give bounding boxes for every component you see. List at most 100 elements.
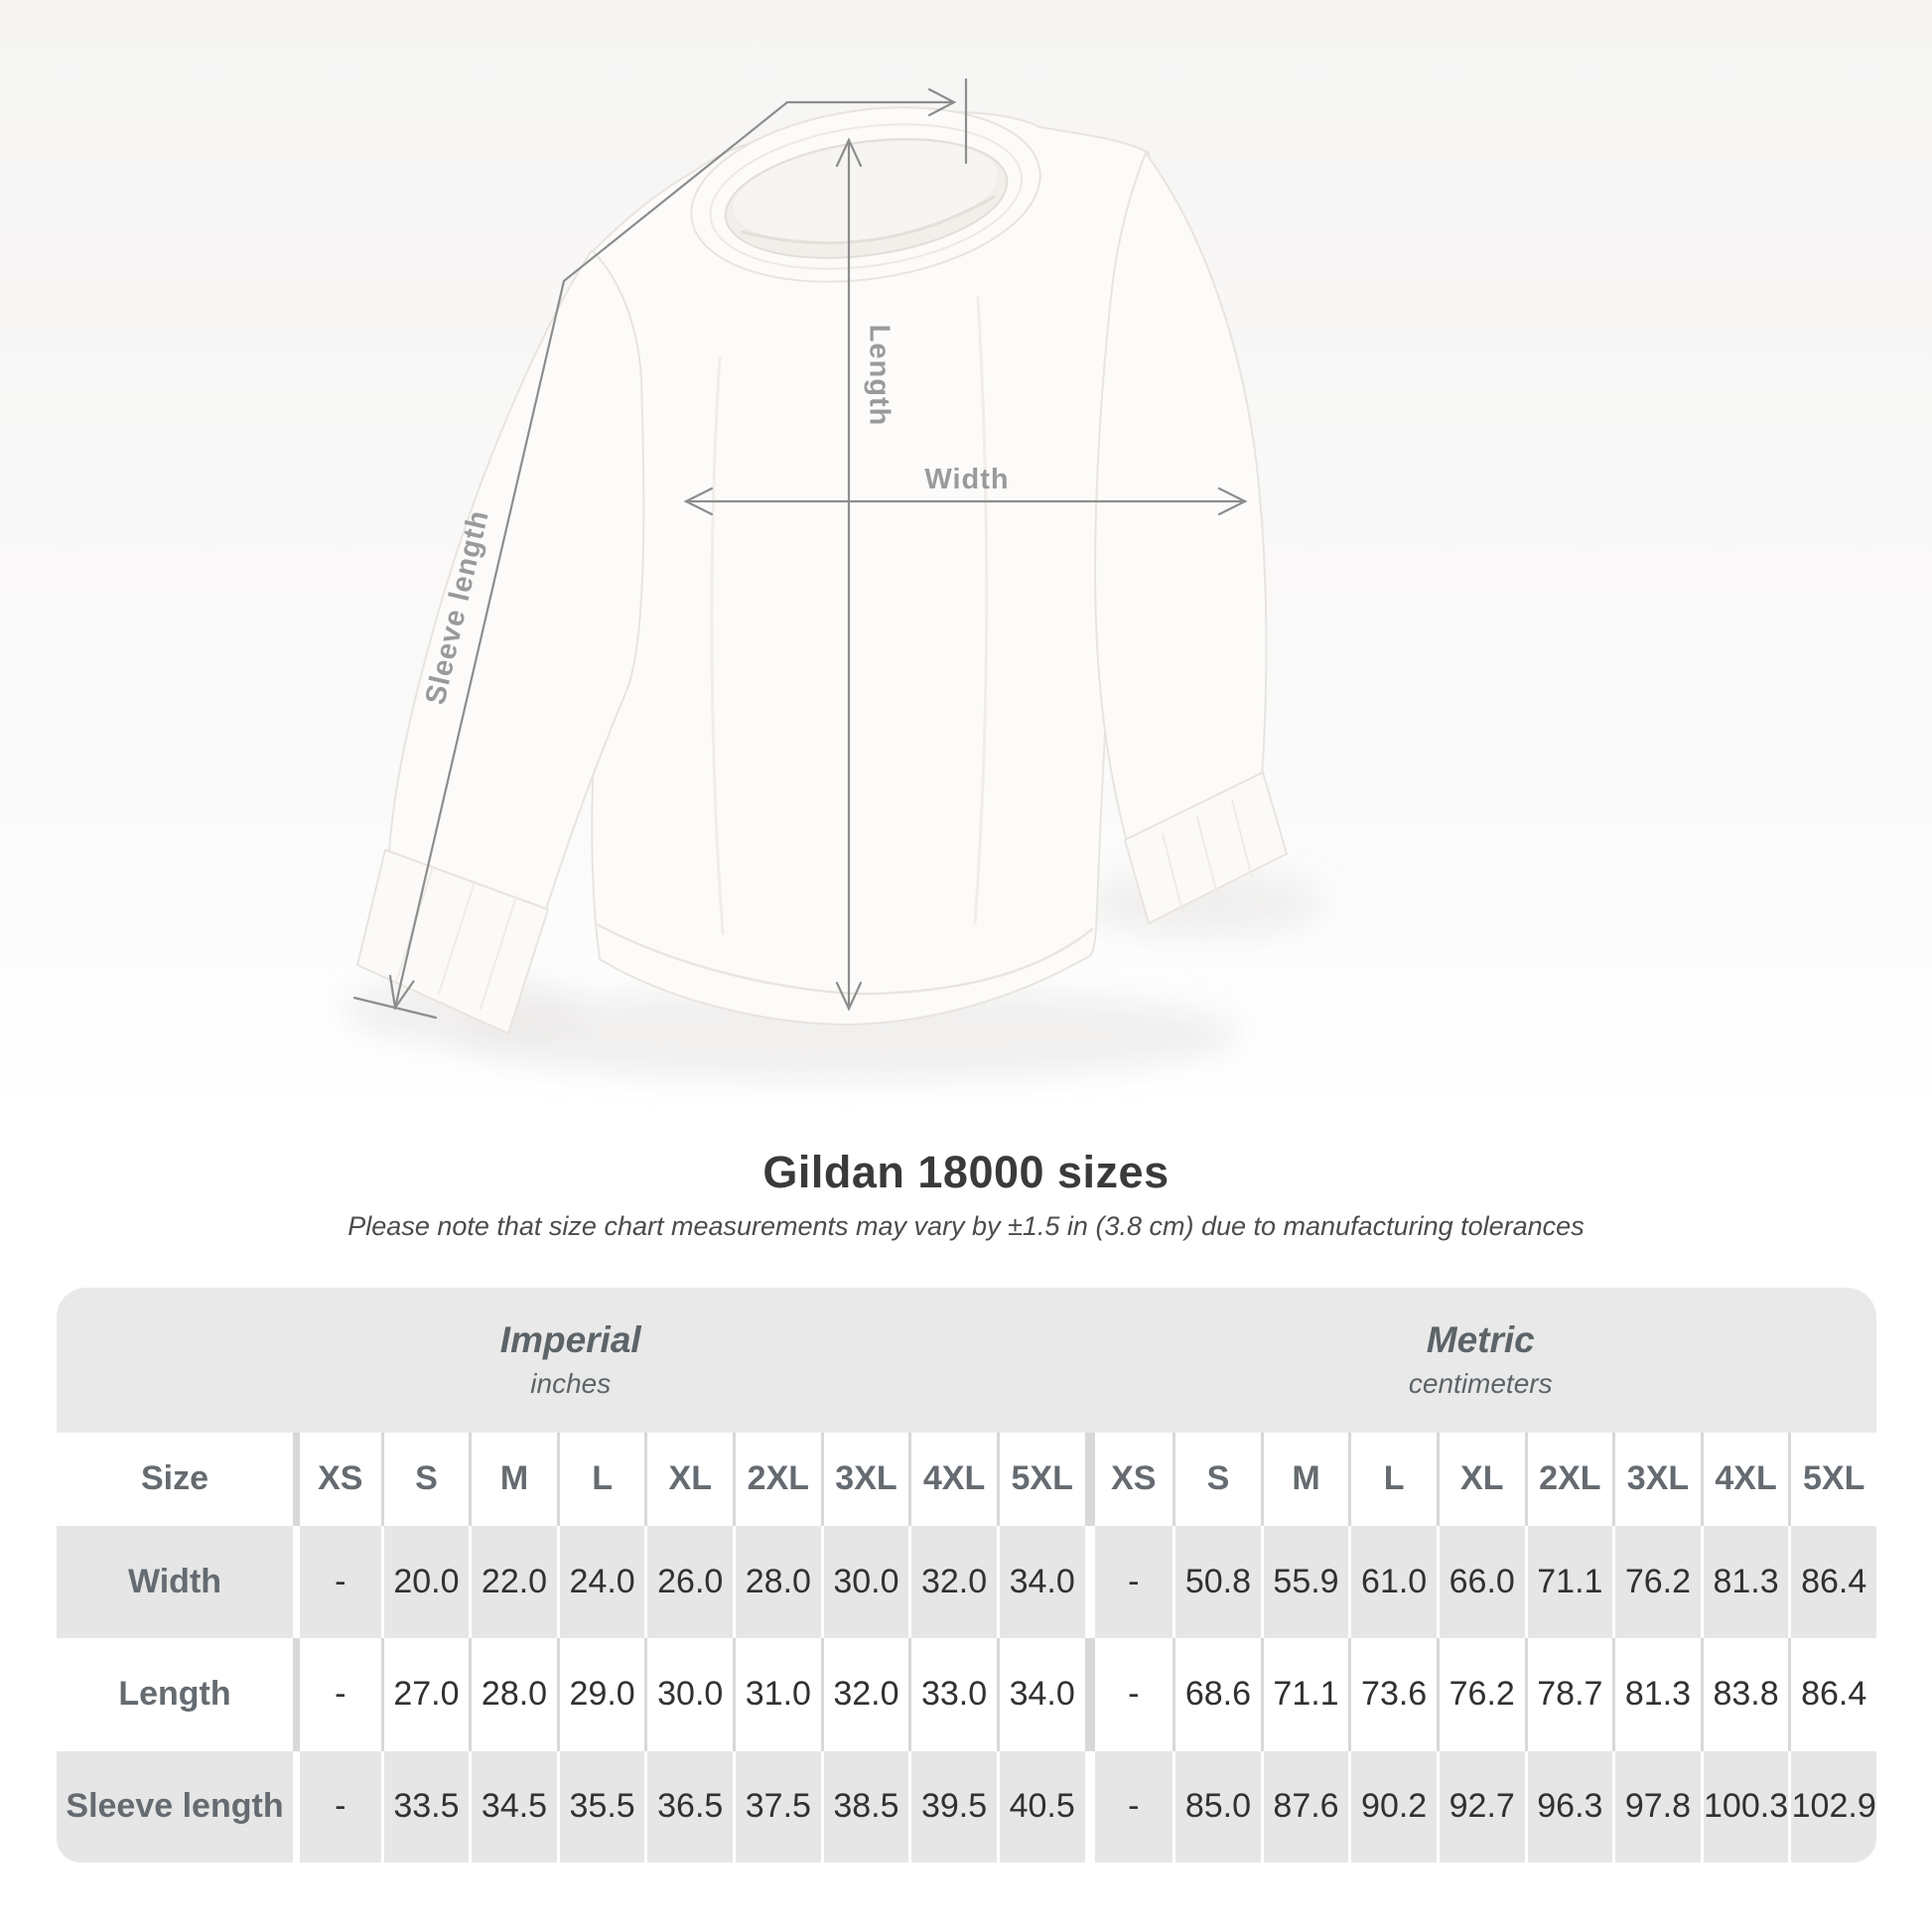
table-cell: 20.0 (380, 1525, 470, 1638)
length-label: Length (863, 325, 895, 427)
col-header-metric-5xl: 5XL (1788, 1432, 1876, 1526)
col-header-imperial-2xl: 2XL (733, 1432, 821, 1526)
right-cuff-ribs (1162, 799, 1253, 912)
table-cell: 86.4 (1788, 1525, 1876, 1638)
col-header-imperial-l: L (556, 1432, 645, 1526)
metric-units: centimeters (1408, 1368, 1553, 1399)
table-cell: - (293, 1637, 381, 1751)
col-header-metric-4xl: 4XL (1700, 1432, 1789, 1526)
table-cell: - (1084, 1637, 1173, 1751)
col-header-imperial-xs: XS (293, 1432, 381, 1526)
col-header-metric-s: S (1173, 1432, 1261, 1526)
table-cell: 71.1 (1524, 1525, 1613, 1638)
right-sleeve (1094, 152, 1268, 846)
size-grid: Size XS S M L XL 2XL 3XL 4XL 5XL XS S M L XL 2XL 3XL 4XL 5… (57, 1432, 1876, 1863)
length-arrow (835, 137, 863, 1012)
table-cell: 36.5 (644, 1750, 733, 1863)
sweatshirt-body (587, 110, 1150, 1026)
table-cell: - (1084, 1525, 1173, 1638)
table-cell: 66.0 (1436, 1525, 1525, 1638)
metric-label: Metric (1426, 1319, 1535, 1360)
table-cell: 34.0 (996, 1637, 1085, 1751)
table-cell: 33.5 (380, 1750, 470, 1863)
table-cell: 76.2 (1612, 1525, 1701, 1638)
table-cell: 29.0 (556, 1637, 645, 1751)
imperial-group-header: Imperial inches (57, 1288, 1085, 1433)
table-cell: 38.5 (820, 1750, 909, 1863)
sweatshirt-illustration (356, 106, 1288, 1035)
measurement-row: Length -27.0 28.0 29.0 30.0 31.0 32.0 33.0 34.0-… (57, 1637, 1876, 1751)
col-header-metric-xs: XS (1084, 1432, 1173, 1526)
size-header-row: Size XS S M L XL 2XL 3XL 4XL 5XL XS S M L XL 2XL 3XL 4XL 5… (57, 1432, 1876, 1526)
table-cell: 32.0 (820, 1637, 909, 1751)
table-cell: 102.9 (1788, 1750, 1876, 1863)
table-cell: 28.0 (733, 1525, 821, 1638)
measurement-row: Width -20.0 22.0 24.0 26.0 28.0 30.0 32.0 34.0-5… (57, 1525, 1876, 1638)
metric-group-header: Metric centimeters (1085, 1288, 1877, 1433)
hem-band (597, 923, 1094, 996)
table-cell: 73.6 (1348, 1637, 1437, 1751)
table-cell: 26.0 (644, 1525, 733, 1638)
col-header-imperial-3xl: 3XL (820, 1432, 909, 1526)
col-header-metric-xl: XL (1436, 1432, 1525, 1526)
table-cell: - (1084, 1750, 1173, 1863)
imperial-units: inches (530, 1368, 612, 1399)
table-cell: 81.3 (1700, 1525, 1789, 1638)
row-label: Sleeve length (66, 1787, 284, 1825)
table-cell: - (293, 1750, 381, 1863)
col-header-metric-l: L (1348, 1432, 1437, 1526)
unit-band: Imperial inches Metric centimeters (57, 1287, 1877, 1433)
col-header-metric-2xl: 2XL (1524, 1432, 1613, 1526)
measurement-row: Sleeve length -33.5 34.5 35.5 36.5 37.5 38.5 39… (57, 1750, 1876, 1863)
imperial-label: Imperial (499, 1319, 641, 1360)
left-sleeve (388, 249, 645, 913)
table-cell: 27.0 (380, 1637, 470, 1751)
table-cell: 81.3 (1612, 1637, 1701, 1751)
col-header-imperial-4xl: 4XL (908, 1432, 997, 1526)
table-cell: 76.2 (1436, 1637, 1525, 1751)
sweatshirt-measurement-figure: Length Width Sleeve length (0, 0, 1932, 1120)
table-cell: 100.3 (1700, 1750, 1789, 1863)
table-cell: 97.8 (1612, 1750, 1701, 1863)
measurement-annotations (352, 77, 1248, 1020)
table-cell: 92.7 (1436, 1750, 1525, 1863)
tolerance-note: Please note that size chart measurements… (347, 1210, 1585, 1241)
left-cuff (356, 849, 549, 1035)
table-cell: 37.5 (733, 1750, 821, 1863)
col-header-metric-3xl: 3XL (1612, 1432, 1701, 1526)
col-header-metric-m: M (1260, 1432, 1349, 1526)
table-cell: 24.0 (556, 1525, 645, 1638)
table-cell: 34.0 (996, 1525, 1085, 1638)
table-cell: 32.0 (908, 1525, 997, 1638)
table-cell: 30.0 (644, 1637, 733, 1751)
row-label: Width (127, 1562, 222, 1600)
table-cell: 28.0 (469, 1637, 557, 1751)
table-cell: 85.0 (1173, 1750, 1261, 1863)
col-header-imperial-xl: XL (644, 1432, 733, 1526)
table-cell: 50.8 (1173, 1525, 1261, 1638)
page-title: Gildan 18000 sizes (762, 1147, 1170, 1197)
table-cell: 68.6 (1173, 1637, 1261, 1751)
table-cell: 90.2 (1348, 1750, 1437, 1863)
table-cell: 40.5 (996, 1750, 1085, 1863)
table-cell: 86.4 (1788, 1637, 1876, 1751)
table-cell: 33.0 (908, 1637, 997, 1751)
table-cell: 78.7 (1524, 1637, 1613, 1751)
table-cell: - (293, 1525, 381, 1638)
col-header-imperial-5xl: 5XL (996, 1432, 1085, 1526)
sweatshirt-diagram-svg: Length Width Sleeve length (0, 0, 1932, 1120)
table-cell: 39.5 (908, 1750, 997, 1863)
table-cell: 61.0 (1348, 1525, 1437, 1638)
col-header-imperial-s: S (380, 1432, 470, 1526)
table-cell: 55.9 (1260, 1525, 1349, 1638)
table-cell: 31.0 (733, 1637, 821, 1751)
size-table: Imperial inches Metric centimeters Size X… (57, 1287, 1877, 1863)
fabric-folds (710, 296, 989, 935)
collar (690, 106, 1041, 283)
table-cell: 30.0 (820, 1525, 909, 1638)
width-label: Width (924, 464, 1009, 495)
width-arrow (683, 486, 1248, 516)
table-cell: 87.6 (1260, 1750, 1349, 1863)
table-cell: 34.5 (469, 1750, 557, 1863)
table-cell: 71.1 (1260, 1637, 1349, 1751)
